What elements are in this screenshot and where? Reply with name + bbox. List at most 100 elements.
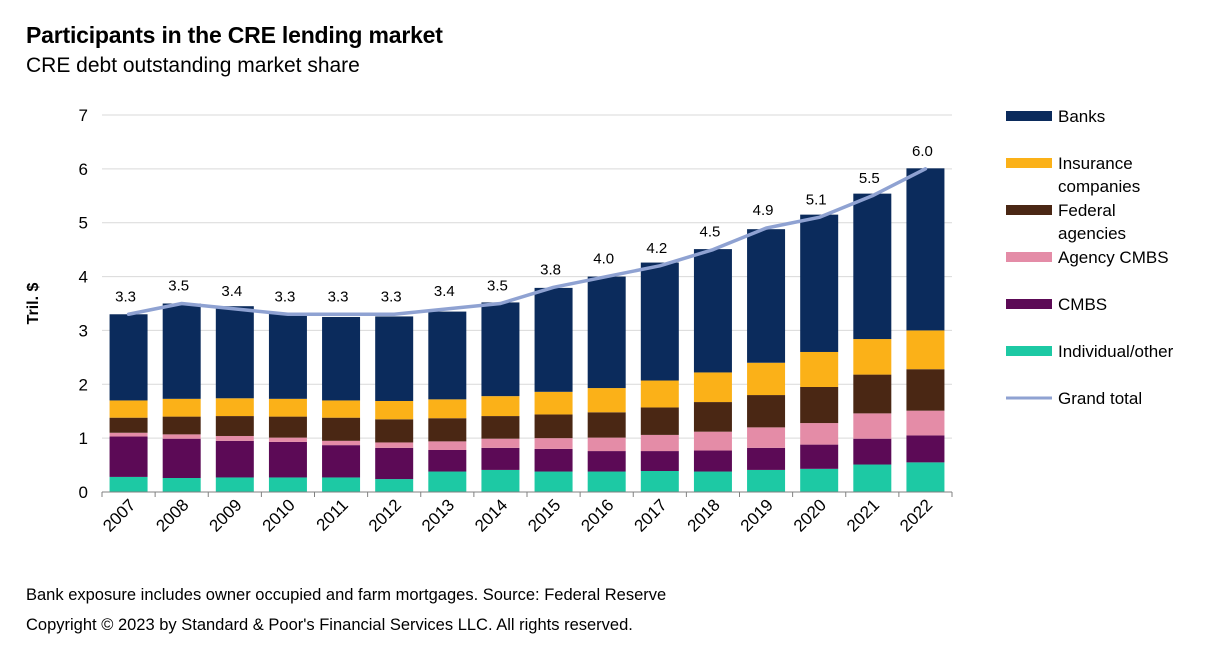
bar-segment: [375, 447, 414, 480]
total-data-label: 4.9: [753, 202, 774, 219]
bar-segment: [215, 398, 254, 417]
total-data-label: 3.5: [487, 278, 508, 295]
bar-segment: [428, 441, 467, 450]
bar-segment: [800, 386, 839, 424]
legend-label: CMBS: [1058, 295, 1107, 314]
legend-label: Grand total: [1058, 389, 1142, 408]
bar-segment: [853, 193, 892, 340]
x-tick-label: 2011: [313, 495, 352, 534]
bar-segment: [109, 314, 148, 401]
bar-segment: [534, 391, 573, 415]
y-tick-label: 6: [79, 160, 88, 179]
total-data-label: 3.3: [328, 288, 349, 305]
y-tick-label: 2: [79, 375, 88, 394]
x-tick-label: 2016: [577, 495, 617, 535]
bar-segment: [747, 447, 786, 470]
bar-segment: [800, 468, 839, 492]
y-tick-label: 4: [79, 268, 88, 287]
x-tick-label: 2013: [418, 495, 458, 535]
bar-segment: [322, 316, 361, 401]
bar-segment: [853, 413, 892, 439]
bar-segment: [215, 440, 254, 478]
legend-swatch: [1006, 299, 1052, 309]
total-data-label: 3.8: [540, 261, 561, 278]
x-tick-label: 2007: [99, 495, 139, 535]
bar-segment: [534, 438, 573, 449]
x-tick-label: 2021: [843, 495, 883, 535]
bar-segment: [428, 449, 467, 472]
bar-segment: [268, 416, 307, 438]
legend-swatch: [1006, 205, 1052, 215]
total-data-label: 4.2: [646, 240, 667, 257]
total-data-label: 4.5: [700, 224, 721, 241]
chart-title: Participants in the CRE lending market: [26, 22, 443, 48]
bar-segment: [375, 400, 414, 420]
bar-segment: [375, 419, 414, 443]
bar-segment: [906, 435, 945, 463]
bar-segment: [906, 369, 945, 411]
bar-segment: [215, 435, 254, 441]
bar-segment: [906, 168, 945, 331]
bar-segment: [534, 414, 573, 439]
bar-segment: [587, 451, 626, 472]
bar-segment: [800, 444, 839, 469]
bar-segment: [322, 440, 361, 446]
x-tick-label: 2010: [259, 495, 299, 535]
bar-segment: [215, 306, 254, 399]
bar-segment: [587, 412, 626, 438]
bar-segment: [162, 438, 201, 478]
y-tick-label: 7: [79, 106, 88, 125]
total-data-label: 3.3: [275, 288, 296, 305]
bar-segment: [853, 438, 892, 465]
y-tick-label: 5: [79, 214, 88, 233]
bar-segment: [481, 302, 520, 397]
copyright-note: Copyright © 2023 by Standard & Poor's Fi…: [26, 616, 633, 634]
y-tick-label: 1: [79, 429, 88, 448]
x-tick-label: 2012: [365, 495, 405, 535]
bar-segment: [481, 447, 520, 470]
legend-label: Banks: [1058, 107, 1105, 126]
legend-label: agencies: [1058, 224, 1126, 243]
bar-segment: [109, 432, 148, 437]
bar-segment: [640, 380, 679, 408]
x-tick-label: 2009: [205, 495, 245, 535]
chart-subtitle: CRE debt outstanding market share: [26, 54, 360, 77]
bar-segment: [375, 442, 414, 448]
bar-segment: [428, 418, 467, 442]
x-tick-label: 2020: [790, 495, 830, 535]
bar-segment: [162, 303, 201, 399]
bar-segment: [162, 434, 201, 439]
bar-segment: [481, 469, 520, 492]
bar-segment: [162, 477, 201, 492]
bar-segment: [747, 229, 786, 363]
bar-segment: [322, 477, 361, 492]
total-data-label: 3.5: [168, 278, 189, 295]
bar-segment: [693, 450, 732, 472]
total-data-label: 5.5: [859, 170, 880, 187]
bar-segment: [800, 351, 839, 387]
bar-segment: [534, 287, 573, 392]
bar-segment: [587, 471, 626, 492]
bar-segment: [428, 311, 467, 400]
source-note: Bank exposure includes owner occupied an…: [26, 586, 667, 604]
bar-segment: [747, 469, 786, 492]
bar-segment: [853, 339, 892, 375]
legend-label: Federal: [1058, 201, 1116, 220]
bar-segment: [640, 470, 679, 492]
bar-segment: [322, 445, 361, 478]
bar-segment: [215, 477, 254, 492]
total-data-label: 3.3: [381, 288, 402, 305]
legend-label: companies: [1058, 177, 1140, 196]
x-tick-label: 2018: [684, 495, 724, 535]
bar-segment: [640, 262, 679, 381]
bar-segment: [640, 451, 679, 471]
bar-segment: [481, 396, 520, 417]
bar-segment: [215, 416, 254, 436]
legend-swatch: [1006, 158, 1052, 168]
x-tick-label: 2019: [737, 495, 777, 535]
total-data-label: 3.4: [221, 283, 242, 300]
bar-segment: [481, 416, 520, 439]
total-data-label: 5.1: [806, 191, 827, 208]
x-tick-label: 2008: [152, 495, 192, 535]
